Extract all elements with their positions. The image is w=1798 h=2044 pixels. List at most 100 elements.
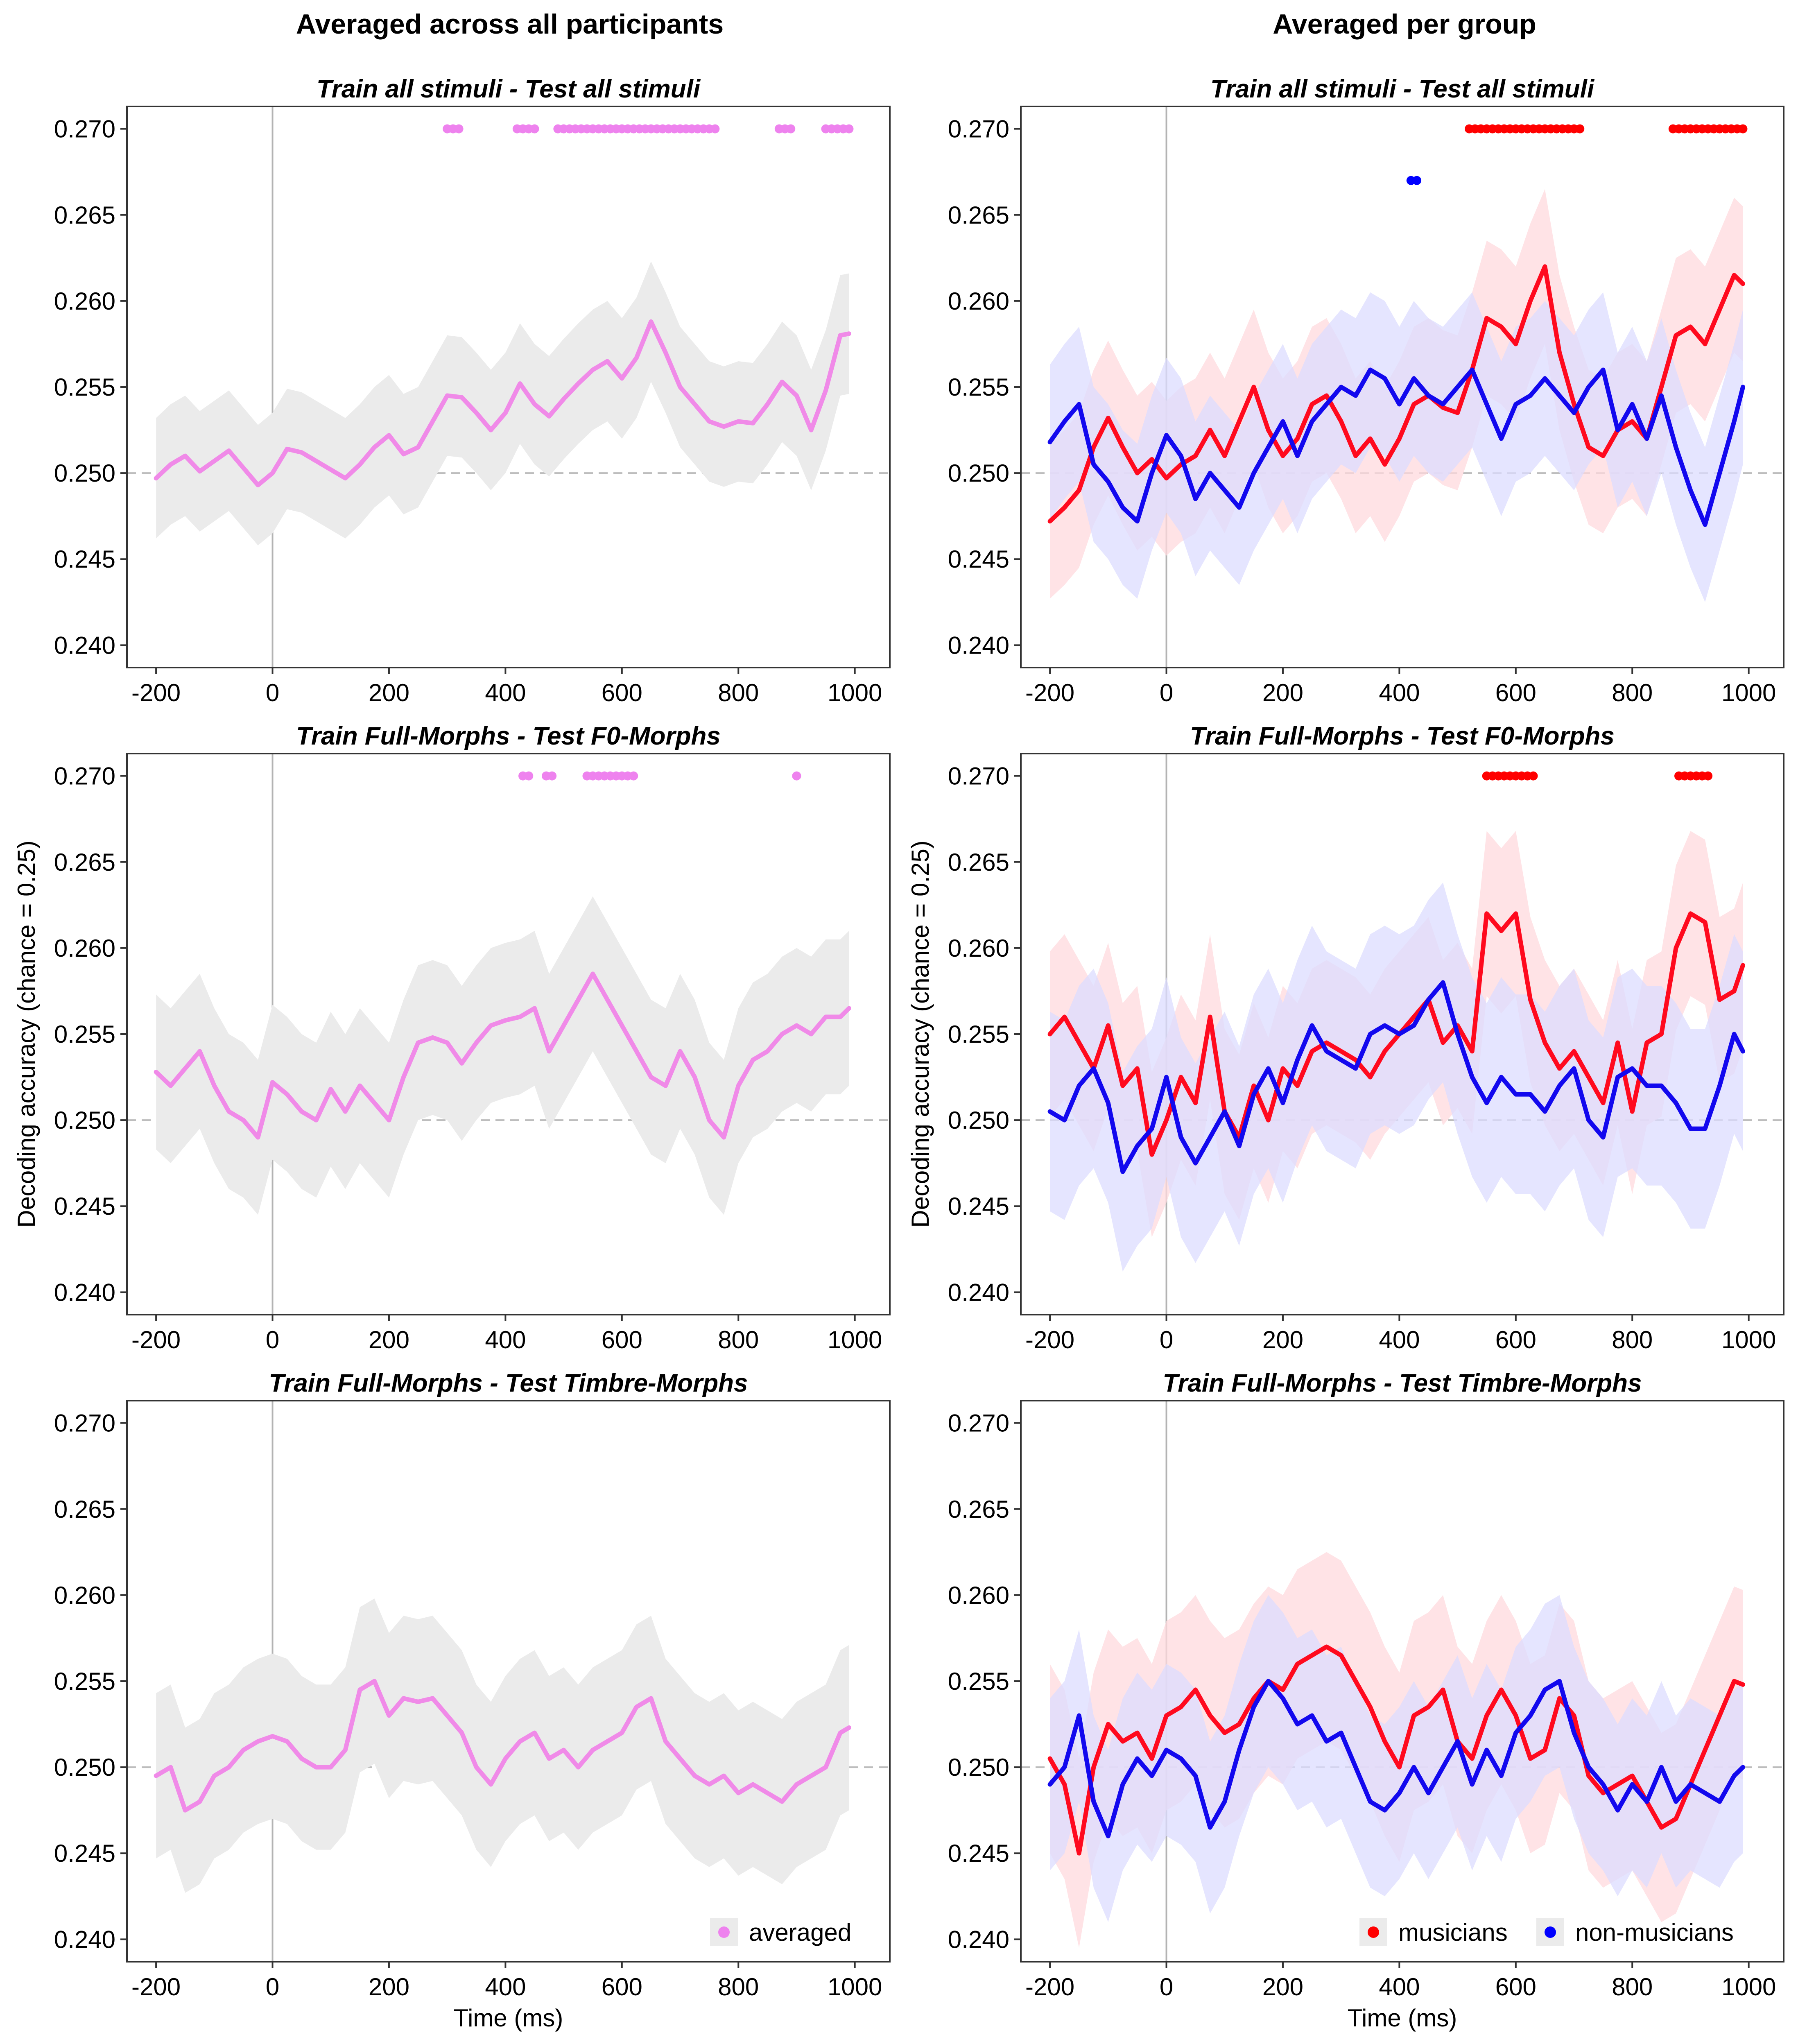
x-tick-label: 1000: [828, 679, 882, 706]
x-tick-label: 800: [718, 1326, 759, 1354]
y-tick-label: 0.250: [948, 1107, 1009, 1134]
panels: Train all stimuli - Test all stimuli 0.24…: [13, 75, 1784, 2032]
y-tick-label: 0.260: [948, 935, 1009, 962]
x-tick-label: 0: [266, 1326, 279, 1354]
significance-marker: [1703, 771, 1713, 781]
y-tick-label: 0.265: [54, 201, 115, 229]
y-tick-label: 0.255: [54, 1668, 115, 1695]
x-tick-label: 200: [369, 1973, 409, 2001]
panel-title: Train all stimuli - Test all stimuli: [1210, 75, 1595, 103]
x-tick-label: 800: [1612, 1973, 1653, 2001]
series-line-averaged: [154, 1679, 851, 1813]
y-tick-label: 0.240: [948, 632, 1009, 659]
y-tick-label: 0.255: [948, 1668, 1009, 1695]
y-tick-label: 0.265: [54, 849, 115, 876]
y-tick-label: 0.245: [54, 1193, 115, 1220]
x-axis-label: Time (ms): [454, 2004, 563, 2032]
x-tick-label: 200: [1262, 679, 1303, 706]
significance-marker: [1738, 124, 1748, 134]
confidence-band-averaged: [156, 261, 849, 546]
x-tick-label: 800: [718, 679, 759, 706]
y-tick-label: 0.250: [948, 460, 1009, 487]
y-tick-label: 0.270: [54, 115, 115, 143]
y-tick-label: 0.250: [54, 1107, 115, 1134]
y-tick-label: 0.245: [948, 1840, 1009, 1867]
y-tick-label: 0.260: [948, 1582, 1009, 1609]
y-tick-label: 0.250: [54, 1754, 115, 1781]
y-axis-label: Decoding accuracy (chance = 0.25): [907, 840, 934, 1228]
x-tick-label: 600: [1495, 1326, 1536, 1354]
y-tick-label: 0.270: [54, 1410, 115, 1437]
legend-label-musicians: musicians: [1398, 1919, 1508, 1946]
x-tick-label: 0: [1160, 1326, 1173, 1354]
y-tick-label: 0.240: [54, 632, 115, 659]
confidence-band-averaged: [156, 896, 849, 1215]
x-tick-label: -200: [1025, 679, 1074, 706]
x-tick-label: 400: [485, 1326, 526, 1354]
significance-marker: [524, 771, 534, 781]
y-tick-label: 0.270: [948, 1410, 1009, 1437]
x-tick-label: 200: [1262, 1326, 1303, 1354]
y-tick-label: 0.250: [54, 460, 115, 487]
legend: averaged: [710, 1918, 851, 1946]
series-line-averaged: [154, 319, 851, 487]
x-tick-label: 800: [718, 1973, 759, 2001]
legend-marker-non-musicians: [1545, 1926, 1556, 1938]
legend-marker-averaged: [718, 1926, 730, 1938]
x-tick-label: 1000: [828, 1973, 882, 2001]
panel-title: Train Full-Morphs - Test Timbre-Morphs: [269, 1369, 748, 1397]
x-tick-label: 200: [1262, 1973, 1303, 2001]
x-tick-label: 1000: [1721, 1973, 1776, 2001]
y-tick-label: 0.265: [948, 1496, 1009, 1523]
y-tick-label: 0.260: [54, 287, 115, 315]
series-line-musicians: [1047, 264, 1745, 524]
significance-marker: [1412, 176, 1422, 185]
significance-marker: [710, 124, 720, 134]
x-tick-label: 600: [1495, 1973, 1536, 2001]
y-tick-label: 0.250: [948, 1754, 1009, 1781]
x-tick-label: -200: [131, 1973, 181, 2001]
x-tick-label: 800: [1612, 1326, 1653, 1354]
x-tick-label: 0: [266, 1973, 279, 2001]
x-tick-label: 1000: [828, 1326, 882, 1354]
y-tick-label: 0.245: [948, 546, 1009, 573]
significance-marker: [792, 771, 801, 781]
panel-title: Train Full-Morphs - Test F0-Morphs: [296, 722, 721, 750]
panel-title: Train Full-Morphs - Test Timbre-Morphs: [1162, 1369, 1642, 1397]
x-tick-label: 400: [485, 1973, 526, 2001]
y-tick-label: 0.240: [948, 1279, 1009, 1306]
series-line-non-musicians: [1047, 980, 1745, 1174]
x-tick-label: -200: [1025, 1973, 1074, 2001]
panel-right-top: Train all stimuli - Test all stimuli 0.24…: [948, 75, 1784, 706]
y-tick-label: 0.240: [54, 1926, 115, 1953]
significance-marker: [629, 771, 638, 781]
column-title-left: Averaged across all participants: [296, 9, 724, 40]
y-tick-label: 0.245: [54, 546, 115, 573]
significance-marker: [547, 771, 557, 781]
y-tick-label: 0.240: [948, 1926, 1009, 1953]
series-line-non-musicians: [1047, 367, 1745, 527]
significance-marker: [454, 124, 464, 134]
panel-right-bottom: Train Full-Morphs - Test Timbre-Morphs 0.…: [948, 1369, 1784, 2032]
significance-marker: [786, 124, 796, 134]
x-tick-label: 1000: [1721, 679, 1776, 706]
x-tick-label: 400: [1379, 679, 1420, 706]
x-tick-label: 1000: [1721, 1326, 1776, 1354]
x-tick-label: 200: [369, 679, 409, 706]
y-tick-label: 0.255: [948, 1021, 1009, 1048]
legend: musicians non-musicians: [1359, 1918, 1734, 1946]
x-tick-label: 600: [1495, 679, 1536, 706]
significance-marker: [1529, 771, 1538, 781]
x-axis-label: Time (ms): [1348, 2004, 1457, 2032]
x-tick-label: 600: [602, 1973, 642, 2001]
y-tick-label: 0.270: [948, 763, 1009, 790]
y-tick-label: 0.245: [948, 1193, 1009, 1220]
legend-label-non-musicians: non-musicians: [1575, 1919, 1734, 1946]
panel-left-top: Train all stimuli - Test all stimuli 0.24…: [54, 75, 891, 706]
y-tick-label: 0.260: [54, 935, 115, 962]
y-tick-label: 0.255: [948, 373, 1009, 401]
y-tick-label: 0.270: [948, 115, 1009, 143]
column-title-right: Averaged per group: [1273, 9, 1536, 40]
panel-title: Train Full-Morphs - Test F0-Morphs: [1190, 722, 1615, 750]
y-tick-label: 0.265: [948, 201, 1009, 229]
